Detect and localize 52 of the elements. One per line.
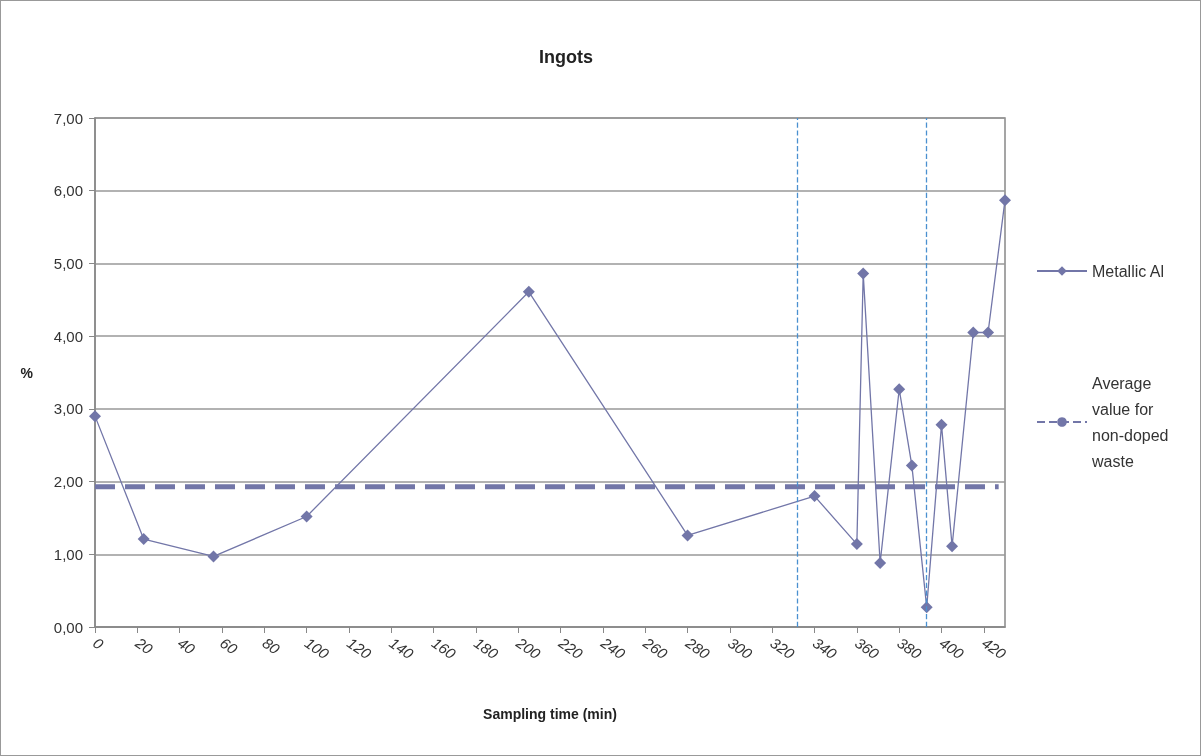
point (808, 490, 821, 503)
x-tick-label: 40 (174, 634, 199, 658)
x-tick-label: 140 (386, 634, 418, 663)
point (137, 533, 150, 546)
point (999, 194, 1011, 207)
point (982, 326, 995, 339)
y-tick-label: 1,00 (53, 545, 83, 563)
x-tick-label: 100 (301, 634, 333, 663)
x-tick-label: 340 (809, 634, 841, 663)
point (300, 510, 313, 523)
y-tick-label: 6,00 (53, 182, 83, 200)
point (522, 285, 535, 298)
y-tick-label: 0,00 (53, 618, 83, 636)
x-tick-label: 280 (681, 633, 714, 663)
legend-label: Average value for non-doped waste (1091, 374, 1173, 470)
point (967, 326, 980, 339)
x-tick-label: 260 (639, 633, 672, 663)
x-tick-label: 20 (131, 633, 157, 658)
point (207, 550, 220, 563)
point (935, 418, 948, 431)
point (874, 557, 887, 570)
y-tick-label: 7,00 (53, 109, 83, 127)
x-tick-label: 120 (344, 634, 375, 663)
y-tick-label: 4,00 (53, 327, 83, 345)
x-tick-label: 220 (554, 633, 587, 663)
x-tick-label: 200 (512, 633, 545, 663)
x-tick-label: 320 (767, 634, 799, 663)
y-tick-label: 2,00 (53, 473, 83, 491)
legend-label: Metallic Al (1092, 262, 1165, 280)
x-tick-label: 420 (978, 634, 1010, 663)
point (893, 383, 906, 396)
x-tick-label: 380 (894, 634, 926, 663)
x-axis-title: Sampling time (min) (483, 706, 617, 722)
x-tick-label: 240 (597, 633, 629, 663)
point (850, 538, 863, 551)
point (946, 540, 959, 553)
chart-title: Ingots (539, 47, 593, 67)
y-tick-label: 3,00 (53, 400, 83, 418)
point (905, 459, 918, 472)
x-tick-label: 160 (428, 634, 460, 663)
x-tick-label: 400 (936, 634, 968, 663)
point (857, 267, 870, 280)
point (89, 410, 101, 423)
x-tick-label: 360 (851, 634, 883, 663)
x-tick-label: 300 (725, 634, 756, 663)
x-tick-label: 0 (90, 634, 108, 654)
point (681, 529, 694, 542)
x-tick-label: 60 (217, 634, 242, 658)
y-axis-title: % (20, 364, 34, 381)
x-tick-label: 80 (259, 634, 284, 658)
y-tick-label: 5,00 (53, 254, 83, 272)
x-tick-label: 180 (471, 634, 502, 663)
